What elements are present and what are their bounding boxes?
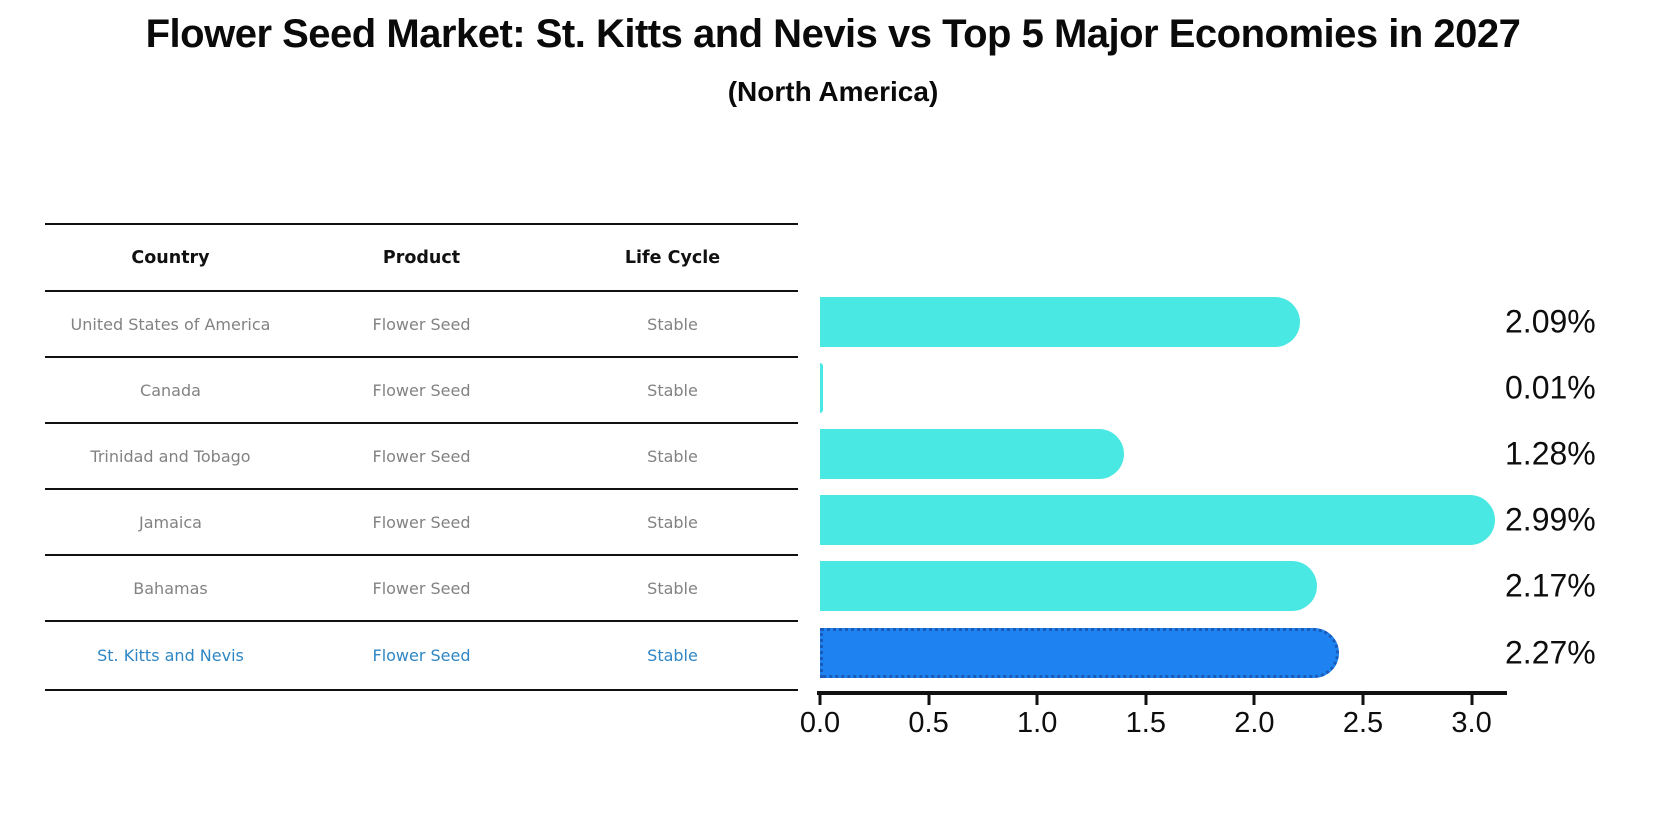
table-header-row: Country Product Life Cycle: [45, 225, 798, 292]
table-row-canada: Canada Flower Seed Stable: [45, 358, 798, 424]
bar-row-trinidad-and-tobago: 1.28%: [820, 429, 1596, 479]
x-axis-tick-label: 0.0: [799, 707, 841, 739]
column-header-product: Product: [382, 247, 461, 268]
column-header-lifecycle: Life Cycle: [624, 247, 721, 268]
bar-row-canada: 0.01%: [820, 363, 1596, 413]
bar-row-united-states: 2.09%: [820, 297, 1596, 347]
value-label: 2.27%: [1505, 634, 1596, 671]
x-axis-tick: [818, 694, 822, 705]
value-label: 0.01%: [1505, 369, 1596, 406]
value-label: 2.99%: [1505, 501, 1596, 538]
cell-lifecycle: Stable: [647, 380, 698, 400]
x-axis-tick: [1144, 694, 1148, 705]
cell-country: Canada: [140, 380, 201, 400]
x-axis-tick: [1035, 694, 1039, 705]
x-axis-tick: [1361, 694, 1365, 705]
x-axis-tick-label: 1.5: [1125, 707, 1166, 739]
cell-product: Flower Seed: [372, 446, 471, 466]
x-axis-tick-label: 2.0: [1234, 707, 1275, 739]
cell-country: Bahamas: [133, 578, 208, 598]
x-axis-tick-label: 2.5: [1342, 707, 1384, 739]
bar-row-st-kitts-and-nevis: 2.27%: [820, 628, 1596, 678]
value-label: 1.28%: [1505, 435, 1596, 472]
x-axis-tick: [1252, 694, 1256, 705]
bar-st-kitts-and-nevis-highlighted: [820, 628, 1339, 678]
chart-title: Flower Seed Market: St. Kitts and Nevis …: [145, 12, 1521, 56]
x-axis-tick: [927, 694, 931, 705]
bar-jamaica: [820, 495, 1495, 545]
table-row-united-states: United States of America Flower Seed Sta…: [45, 292, 798, 358]
value-label: 2.17%: [1505, 567, 1596, 604]
cell-product: Flower Seed: [372, 578, 471, 598]
cell-lifecycle: Stable: [647, 512, 698, 532]
column-header-country: Country: [131, 247, 210, 268]
table-row-st-kitts-and-nevis: St. Kitts and Nevis Flower Seed Stable: [45, 622, 798, 691]
cell-country: United States of America: [70, 314, 271, 334]
cell-product: Flower Seed: [372, 512, 471, 532]
bar-bahamas: [820, 561, 1317, 611]
x-axis-tick-label: 0.5: [908, 707, 949, 739]
cell-lifecycle: Stable: [647, 578, 698, 598]
chart-subtitle: (North America): [727, 76, 939, 107]
bar-trinidad-and-tobago: [820, 429, 1124, 479]
bar-united-states: [820, 297, 1300, 347]
value-label: 2.09%: [1505, 303, 1596, 340]
cell-product: Flower Seed: [372, 314, 471, 334]
bar-row-bahamas: 2.17%: [820, 561, 1596, 611]
x-axis-tick: [1470, 694, 1474, 705]
x-axis-line: [817, 691, 1507, 695]
bar-row-jamaica: 2.99%: [820, 495, 1596, 545]
x-axis-tick-label: 1.0: [1017, 707, 1058, 739]
cell-product: Flower Seed: [372, 380, 471, 400]
cell-lifecycle: Stable: [647, 446, 698, 466]
country-table: Country Product Life Cycle United States…: [45, 223, 798, 691]
table-row-bahamas: Bahamas Flower Seed Stable: [45, 556, 798, 622]
bar-canada: [820, 363, 823, 413]
x-axis-tick-label: 3.0: [1451, 707, 1492, 739]
cell-product: Flower Seed: [372, 646, 471, 665]
cell-country: Trinidad and Tobago: [90, 446, 251, 466]
cell-lifecycle: Stable: [647, 646, 698, 665]
table-row-trinidad-and-tobago: Trinidad and Tobago Flower Seed Stable: [45, 424, 798, 490]
cell-country: Jamaica: [139, 512, 202, 532]
cell-country: St. Kitts and Nevis: [97, 646, 244, 665]
table-row-jamaica: Jamaica Flower Seed Stable: [45, 490, 798, 556]
cell-lifecycle: Stable: [647, 314, 698, 334]
